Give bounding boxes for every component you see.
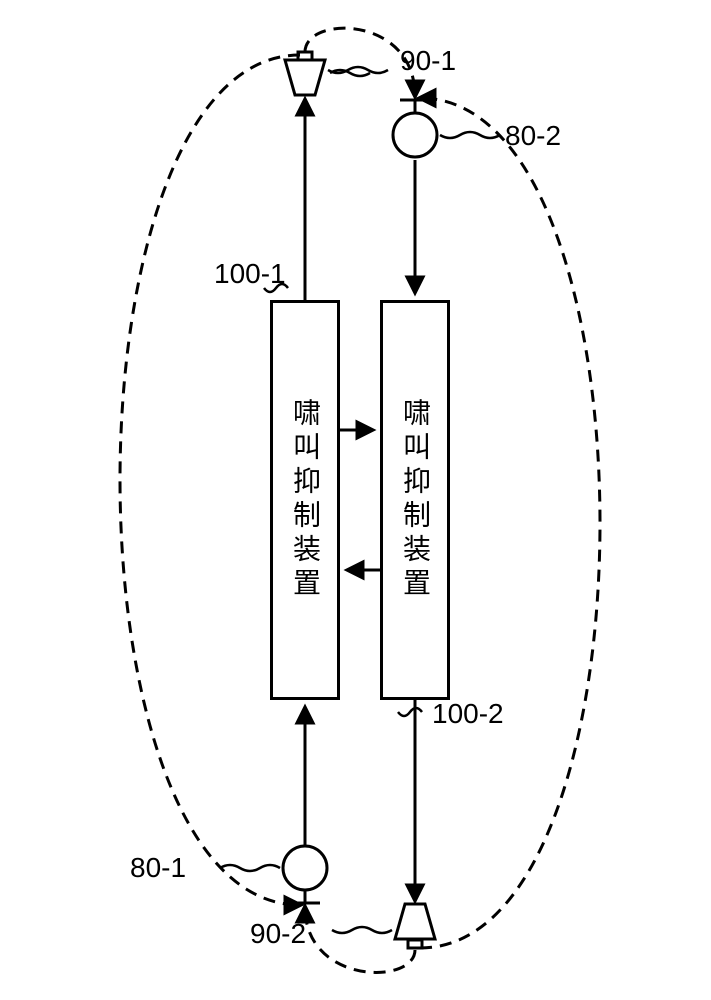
ref-80-1: 80-1 — [130, 852, 186, 884]
ref-90-1: 90-1 — [400, 45, 456, 77]
diagram-connectors — [0, 0, 711, 1000]
mic-80-2 — [393, 100, 437, 157]
speaker-90-2 — [395, 904, 435, 948]
leader-90-2 — [332, 927, 392, 933]
mic-80-1 — [283, 846, 327, 903]
feedback-90-2-to-80-1 — [305, 907, 415, 972]
feedback-90-1-to-80-2 — [305, 28, 415, 96]
ref-90-2: 90-2 — [250, 918, 306, 950]
leader-80-1 — [220, 865, 280, 871]
box1-label: 啸叫抑制装置 — [285, 398, 325, 602]
box2-label: 啸叫抑制装置 — [395, 398, 435, 602]
leader-90-1-sq — [330, 70, 370, 76]
leader-100-2 — [398, 708, 422, 716]
leader-80-2 — [440, 132, 500, 138]
ref-100-2: 100-2 — [432, 698, 504, 730]
howling-suppression-box-2: 啸叫抑制装置 — [380, 300, 450, 700]
ref-100-1: 100-1 — [214, 258, 286, 290]
ref-80-2: 80-2 — [505, 120, 561, 152]
leader-90-1b — [328, 67, 388, 73]
speaker-90-1 — [285, 52, 325, 95]
howling-suppression-box-1: 啸叫抑制装置 — [270, 300, 340, 700]
diagram-canvas: 啸叫抑制装置 啸叫抑制装置 100-1 100-2 80-1 80-2 90-1… — [0, 0, 711, 1000]
